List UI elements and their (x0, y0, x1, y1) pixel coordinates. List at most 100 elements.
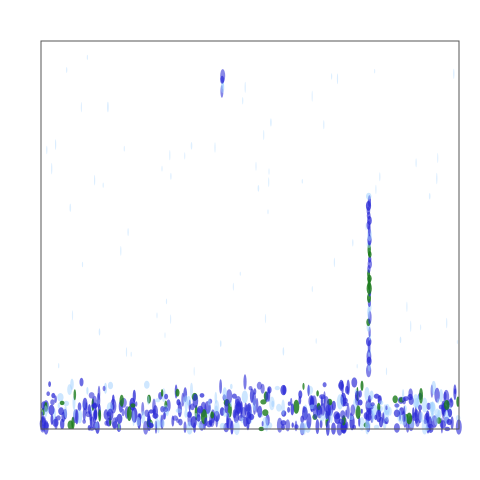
band-cell (315, 419, 320, 435)
speck-cell (127, 228, 129, 237)
band-cell (287, 406, 291, 413)
band-cell (450, 416, 454, 430)
band-cell (136, 416, 141, 427)
speck-cell (193, 366, 195, 376)
band-cell (219, 379, 223, 394)
band-cell (244, 402, 248, 415)
band-cell (319, 414, 325, 422)
speck-cell (239, 271, 241, 276)
band-cell (95, 421, 99, 430)
band-cell (419, 411, 424, 423)
band-cell (402, 396, 409, 402)
band-cell (336, 394, 344, 410)
band-cell (206, 420, 213, 428)
band-cell (399, 419, 403, 425)
speck-cell (123, 145, 125, 152)
band-cell (51, 392, 56, 399)
band-cell (290, 397, 293, 406)
band-cell (393, 423, 400, 433)
band-cell (358, 417, 365, 431)
speck-cell (446, 317, 448, 329)
band-cell (437, 409, 442, 420)
band-cell (87, 404, 91, 415)
band-cell (48, 381, 51, 387)
band-cell (82, 397, 88, 411)
band-cell (285, 419, 291, 432)
band-cell (176, 418, 180, 423)
band-cell (182, 396, 186, 404)
band-cell (419, 388, 423, 404)
band-cell (132, 389, 136, 403)
band-cell (320, 395, 323, 407)
band-cell (421, 397, 428, 413)
band-cell (392, 395, 398, 404)
band-cell (373, 424, 380, 430)
band-cell (440, 417, 443, 434)
band-cell (443, 399, 450, 411)
band-cell (175, 408, 182, 414)
band-cell (446, 418, 452, 426)
speck-cell (120, 246, 122, 256)
band-cell (54, 395, 57, 404)
band-cell (241, 390, 248, 404)
band-cell (82, 419, 86, 424)
band-cell (319, 419, 323, 429)
speck-cell (410, 320, 412, 332)
speck-cell (169, 150, 171, 161)
ridge-cell (367, 306, 371, 319)
speck-cell (165, 298, 168, 305)
band-cell (294, 424, 299, 430)
speck-cell (69, 203, 72, 212)
band-cell (257, 405, 263, 418)
speck-cell (456, 340, 458, 344)
band-cell (214, 400, 220, 416)
band-cell (132, 410, 135, 426)
band-cell (59, 400, 65, 406)
speck-cell (315, 338, 317, 344)
band-cell (325, 410, 329, 420)
speck-cell (94, 174, 96, 186)
band-cell (287, 401, 291, 406)
band-cell (281, 410, 287, 417)
band-cell (299, 421, 306, 434)
band-cell (111, 417, 117, 430)
band-cell (104, 420, 109, 426)
band-cell (255, 398, 259, 413)
band-cell (408, 396, 414, 405)
band-cell (163, 412, 166, 420)
speck-cell (71, 310, 74, 321)
band-cell (44, 405, 48, 418)
band-cell (307, 384, 310, 397)
band-cell (369, 390, 374, 400)
band-cell (434, 387, 440, 403)
ridge-cell (220, 69, 226, 83)
band-cell (112, 394, 115, 404)
band-cell (161, 419, 165, 428)
band-cell (360, 380, 364, 391)
band-cell (79, 377, 84, 387)
band-cell (197, 420, 201, 427)
band-cell (184, 395, 188, 411)
band-cell (64, 405, 68, 419)
band-cell (157, 419, 160, 434)
band-cell (86, 387, 89, 395)
speck-cell (311, 286, 313, 293)
band-cell (57, 402, 60, 409)
band-cell (293, 399, 300, 414)
speck-cell (58, 363, 60, 369)
band-cell (338, 379, 344, 391)
band-cell (154, 421, 157, 430)
band-cell (141, 410, 146, 424)
band-cell (322, 382, 327, 388)
band-cell (184, 409, 188, 418)
band-cell (144, 380, 150, 389)
band-cell (131, 407, 138, 423)
band-cell (342, 397, 348, 404)
speck-cell (453, 68, 455, 80)
speck-cell (420, 324, 422, 331)
speck-cell (184, 152, 186, 160)
band-cell (164, 393, 169, 400)
speck-cell (301, 179, 303, 184)
band-cell (385, 405, 388, 411)
band-cell (425, 410, 430, 421)
